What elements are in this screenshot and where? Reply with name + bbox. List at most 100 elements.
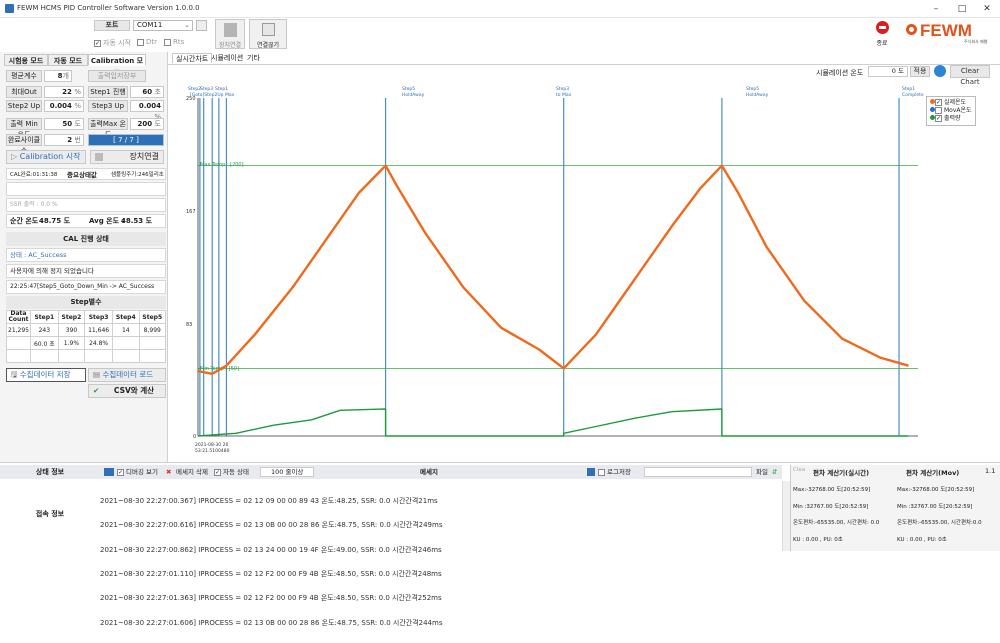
y-tick-label: 167 bbox=[186, 209, 196, 215]
device-connect-button[interactable]: 장치연결 bbox=[90, 150, 164, 164]
state-text: 상태 : AC_Success bbox=[6, 248, 166, 262]
close-button[interactable]: ✕ bbox=[983, 4, 991, 14]
temperature-readout: 순간 온도 :48.75 도 Avg 온도 :48.53 도 bbox=[6, 214, 166, 228]
live-min: Min :32767.00 도[20:52:59] bbox=[793, 504, 869, 510]
rts-checkbox[interactable]: Rts bbox=[164, 38, 184, 46]
log-line: 2021~08-30 22:27:01.606] IPROCESS = 02 1… bbox=[100, 618, 443, 627]
step2up-label: Step2 Up bbox=[6, 100, 42, 112]
csv-calc-button[interactable]: ✔ CSV와 계산 bbox=[88, 384, 166, 398]
step1-value[interactable]: 60 초 bbox=[130, 86, 164, 98]
save-data-button[interactable]: 🖫 수집데이터 저장 bbox=[6, 368, 86, 382]
message-text: 사용자에 의해 정지 되었습니다 bbox=[6, 264, 166, 278]
disconnect-button[interactable]: 연결끊기 bbox=[249, 19, 287, 49]
step-sublabel: HoldAway bbox=[402, 92, 425, 98]
bottom-panel: 상태 정보 접속 정보 디버깅 보기 ✖ 메세지 삭제 자동 상태 100 줄이… bbox=[0, 462, 1000, 627]
repeat-label: 완료사이클수 bbox=[6, 134, 42, 155]
log-line: 2021~08-30 22:27:01.363] IPROCESS = 02 1… bbox=[100, 594, 442, 603]
tab-calibration-mode[interactable]: Calibration 모드 bbox=[88, 54, 146, 77]
version-label: 1.1 bbox=[985, 467, 996, 475]
port-value: COM11 bbox=[137, 21, 163, 29]
app-window: FEWM HCMS PID Controller Software Versio… bbox=[0, 0, 1000, 550]
message-header: 메세지 bbox=[420, 468, 438, 476]
clear-messages-button[interactable]: 메세지 삭제 bbox=[176, 468, 208, 476]
series-output-line bbox=[197, 408, 909, 437]
status-strip: CAL완료:01:31:38 중요상태값 샘플링주기:246밀리초 bbox=[6, 168, 166, 180]
device-icon bbox=[95, 153, 103, 161]
progress-bar: [ 7 / 7 ] bbox=[88, 134, 164, 146]
out-max-value[interactable]: 200 도 bbox=[130, 118, 164, 130]
plug-icon bbox=[224, 23, 237, 37]
tab-realtime-chart[interactable]: 실시간차트 bbox=[172, 53, 213, 63]
output-save-button[interactable]: 출력입저장부 bbox=[88, 70, 146, 82]
y-tick-label: 250 bbox=[186, 96, 196, 102]
max-line-label: Max Temp : [200] bbox=[200, 162, 244, 168]
step3up-value[interactable]: 0.004 % bbox=[130, 100, 164, 121]
max-out-value[interactable]: 22 % bbox=[44, 86, 84, 98]
step3up-label: Step3 Up bbox=[88, 100, 128, 112]
document-icon: ▤ bbox=[93, 370, 101, 379]
out-min-label: 출력 Min 온도 bbox=[6, 118, 42, 139]
auto-state-checkbox[interactable]: 자동 상태 bbox=[214, 465, 249, 479]
table-header: Step2 bbox=[57, 310, 86, 324]
clear-chart-button[interactable]: Clear Chart bbox=[950, 65, 990, 86]
file-button[interactable]: 파일 bbox=[756, 468, 768, 476]
exit-button[interactable]: 종료 bbox=[870, 20, 894, 50]
maximize-button[interactable]: □ bbox=[957, 4, 967, 14]
step-label: Step3 bbox=[200, 86, 213, 92]
table-header: Data Count bbox=[6, 310, 31, 324]
debug-view-checkbox[interactable]: 디버깅 보기 bbox=[117, 465, 158, 479]
refresh-circle-icon[interactable] bbox=[934, 65, 946, 77]
close-x-icon[interactable]: ✖ bbox=[166, 468, 172, 476]
step-table-title: Step별수 bbox=[6, 296, 166, 309]
sim-temp-input[interactable]: 0 도 bbox=[868, 66, 908, 77]
sim-temp-label: 시뮬레이션 온도 bbox=[816, 69, 864, 77]
line-limit-input[interactable]: 100 줄이상 bbox=[260, 467, 315, 477]
step-sublabel: to Max bbox=[556, 92, 572, 98]
conn-info-label: 접속 정보 bbox=[0, 507, 100, 521]
log-path-input[interactable] bbox=[644, 467, 752, 477]
port-select[interactable]: COM11 ⌄ bbox=[133, 20, 193, 31]
tab-test-mode[interactable]: 시험용 모드 bbox=[4, 54, 48, 66]
blank-status bbox=[6, 182, 166, 196]
save-icon: 🖫 bbox=[11, 370, 18, 379]
tab-auto-mode[interactable]: 자동 모드 bbox=[48, 54, 88, 66]
step-table: Data Count Step1 Step2 Step3 Step4 Step5 21,2… bbox=[6, 310, 167, 363]
load-data-button[interactable]: ▤ 수집데이터 로드 bbox=[88, 368, 166, 382]
refresh-icon[interactable] bbox=[196, 20, 207, 31]
tab-divider bbox=[168, 64, 1000, 65]
apply-button[interactable]: 적용 bbox=[910, 66, 930, 77]
chart-legend: 실제온도 MovA온도 출력량 bbox=[926, 96, 976, 126]
image-icon bbox=[104, 468, 114, 476]
minimize-button[interactable]: – bbox=[933, 4, 939, 14]
step-log-text: 22:25:47[Step5_Goto_Down_Min -> AC_Succe… bbox=[6, 280, 166, 294]
tab-simulation[interactable]: 시뮬레이션 bbox=[211, 54, 244, 62]
repeat-value[interactable]: 2 번 bbox=[44, 134, 84, 146]
step-sublabel: HoldAway bbox=[746, 92, 769, 98]
tab-etc[interactable]: 기타 bbox=[247, 54, 260, 62]
window-title: FEWM HCMS PID Controller Software Versio… bbox=[17, 4, 200, 12]
legend-item[interactable]: MovA온도 bbox=[930, 107, 972, 115]
clear-calc-button[interactable]: Clea bbox=[793, 467, 806, 473]
out-min-value[interactable]: 50 도 bbox=[44, 118, 84, 130]
table-header: Step4 bbox=[112, 310, 140, 324]
arrows-icon[interactable]: ⇵ bbox=[772, 468, 778, 476]
connect-button[interactable]: 장치연결 bbox=[215, 19, 245, 49]
avg-count-value[interactable]: 8개 bbox=[44, 70, 72, 82]
mov-deviation: 온도편차:-65535.00, 시간편차:0.0 bbox=[897, 520, 982, 526]
title-bar: FEWM HCMS PID Controller Software Versio… bbox=[0, 0, 1000, 18]
step2up-value[interactable]: 0.004 % bbox=[44, 100, 84, 112]
table-row bbox=[6, 349, 167, 363]
app-icon bbox=[5, 4, 14, 13]
log-save-checkbox[interactable]: 로그저장 bbox=[598, 465, 631, 479]
log-scrollbar[interactable] bbox=[782, 481, 790, 551]
x-tick-label: 2021-08-30 20 bbox=[195, 442, 228, 448]
series-temperature-line bbox=[197, 164, 909, 375]
calibration-start-button[interactable]: ▷ Calibration 시작 bbox=[6, 150, 86, 164]
legend-item[interactable]: 실제온도 bbox=[930, 99, 972, 107]
log-line: 2021~08-30 22:27:01.110] IPROCESS = 02 1… bbox=[100, 570, 442, 579]
dtr-checkbox[interactable]: Dtr bbox=[137, 38, 157, 46]
legend-item[interactable]: 출력량 bbox=[930, 115, 972, 123]
auto-start-checkbox[interactable]: 자동 시작 bbox=[94, 38, 131, 48]
mov-max: Max:-32768.00 도[20:52:59] bbox=[897, 487, 975, 493]
table-row: 21,295 243 390 11,646 14 8,999 bbox=[6, 323, 167, 337]
